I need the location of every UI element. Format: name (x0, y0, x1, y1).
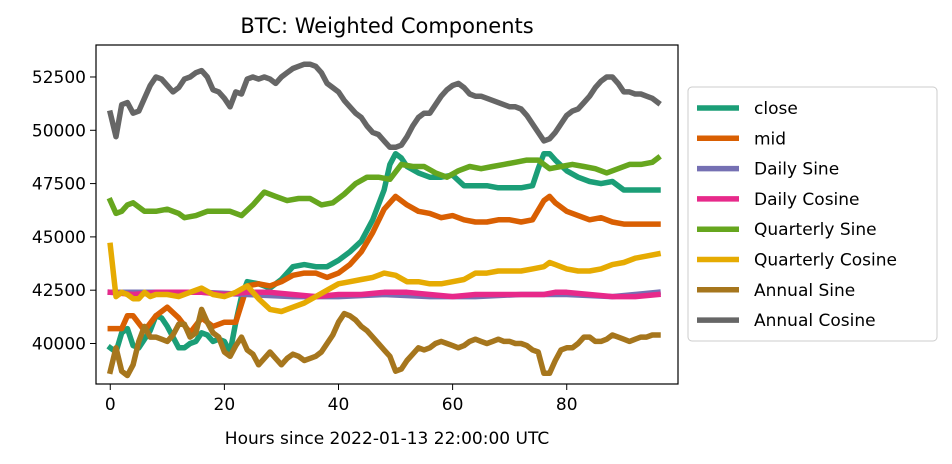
legend-label: Daily Cosine (754, 190, 860, 210)
x-tick-label: 20 (214, 395, 236, 415)
series-line-6 (106, 306, 661, 379)
x-axis-label: Hours since 2022-01-13 22:00:00 UTC (225, 429, 549, 449)
y-tick-label: 42500 (32, 281, 86, 301)
series-line-5 (107, 242, 662, 315)
y-tick-label: 47500 (32, 175, 86, 195)
legend-label: Quarterly Cosine (754, 251, 897, 271)
chart-title: BTC: Weighted Components (240, 14, 533, 38)
series-line-0 (106, 150, 661, 355)
legend-box (687, 86, 938, 342)
plot-lines (106, 61, 662, 379)
x-tick-label: 40 (328, 395, 350, 415)
y-axis: 40000 42500 45000 47500 50000 52500 (32, 68, 96, 354)
plot-frame (95, 44, 679, 385)
legend-label: Daily Sine (754, 160, 839, 180)
legend: close mid Daily Sine Daily Cosine Quarterly … (687, 86, 938, 342)
legend-label: Annual Sine (754, 281, 855, 301)
series-line-1 (107, 193, 661, 336)
series-line-7 (106, 61, 662, 151)
x-axis: 0 20 40 60 80 (105, 384, 578, 415)
legend-label: close (754, 99, 798, 119)
legend-label: mid (754, 129, 786, 149)
x-tick-label: 0 (105, 395, 116, 415)
y-tick-label: 50000 (32, 121, 86, 141)
legend-label: Annual Cosine (754, 311, 876, 331)
x-tick-label: 60 (442, 395, 464, 415)
series-line-4 (106, 154, 662, 221)
y-tick-label: 52500 (32, 68, 86, 88)
y-tick-label: 45000 (32, 228, 86, 248)
x-tick-label: 80 (556, 395, 578, 415)
legend-label: Quarterly Sine (754, 220, 877, 240)
y-tick-label: 40000 (32, 334, 86, 354)
